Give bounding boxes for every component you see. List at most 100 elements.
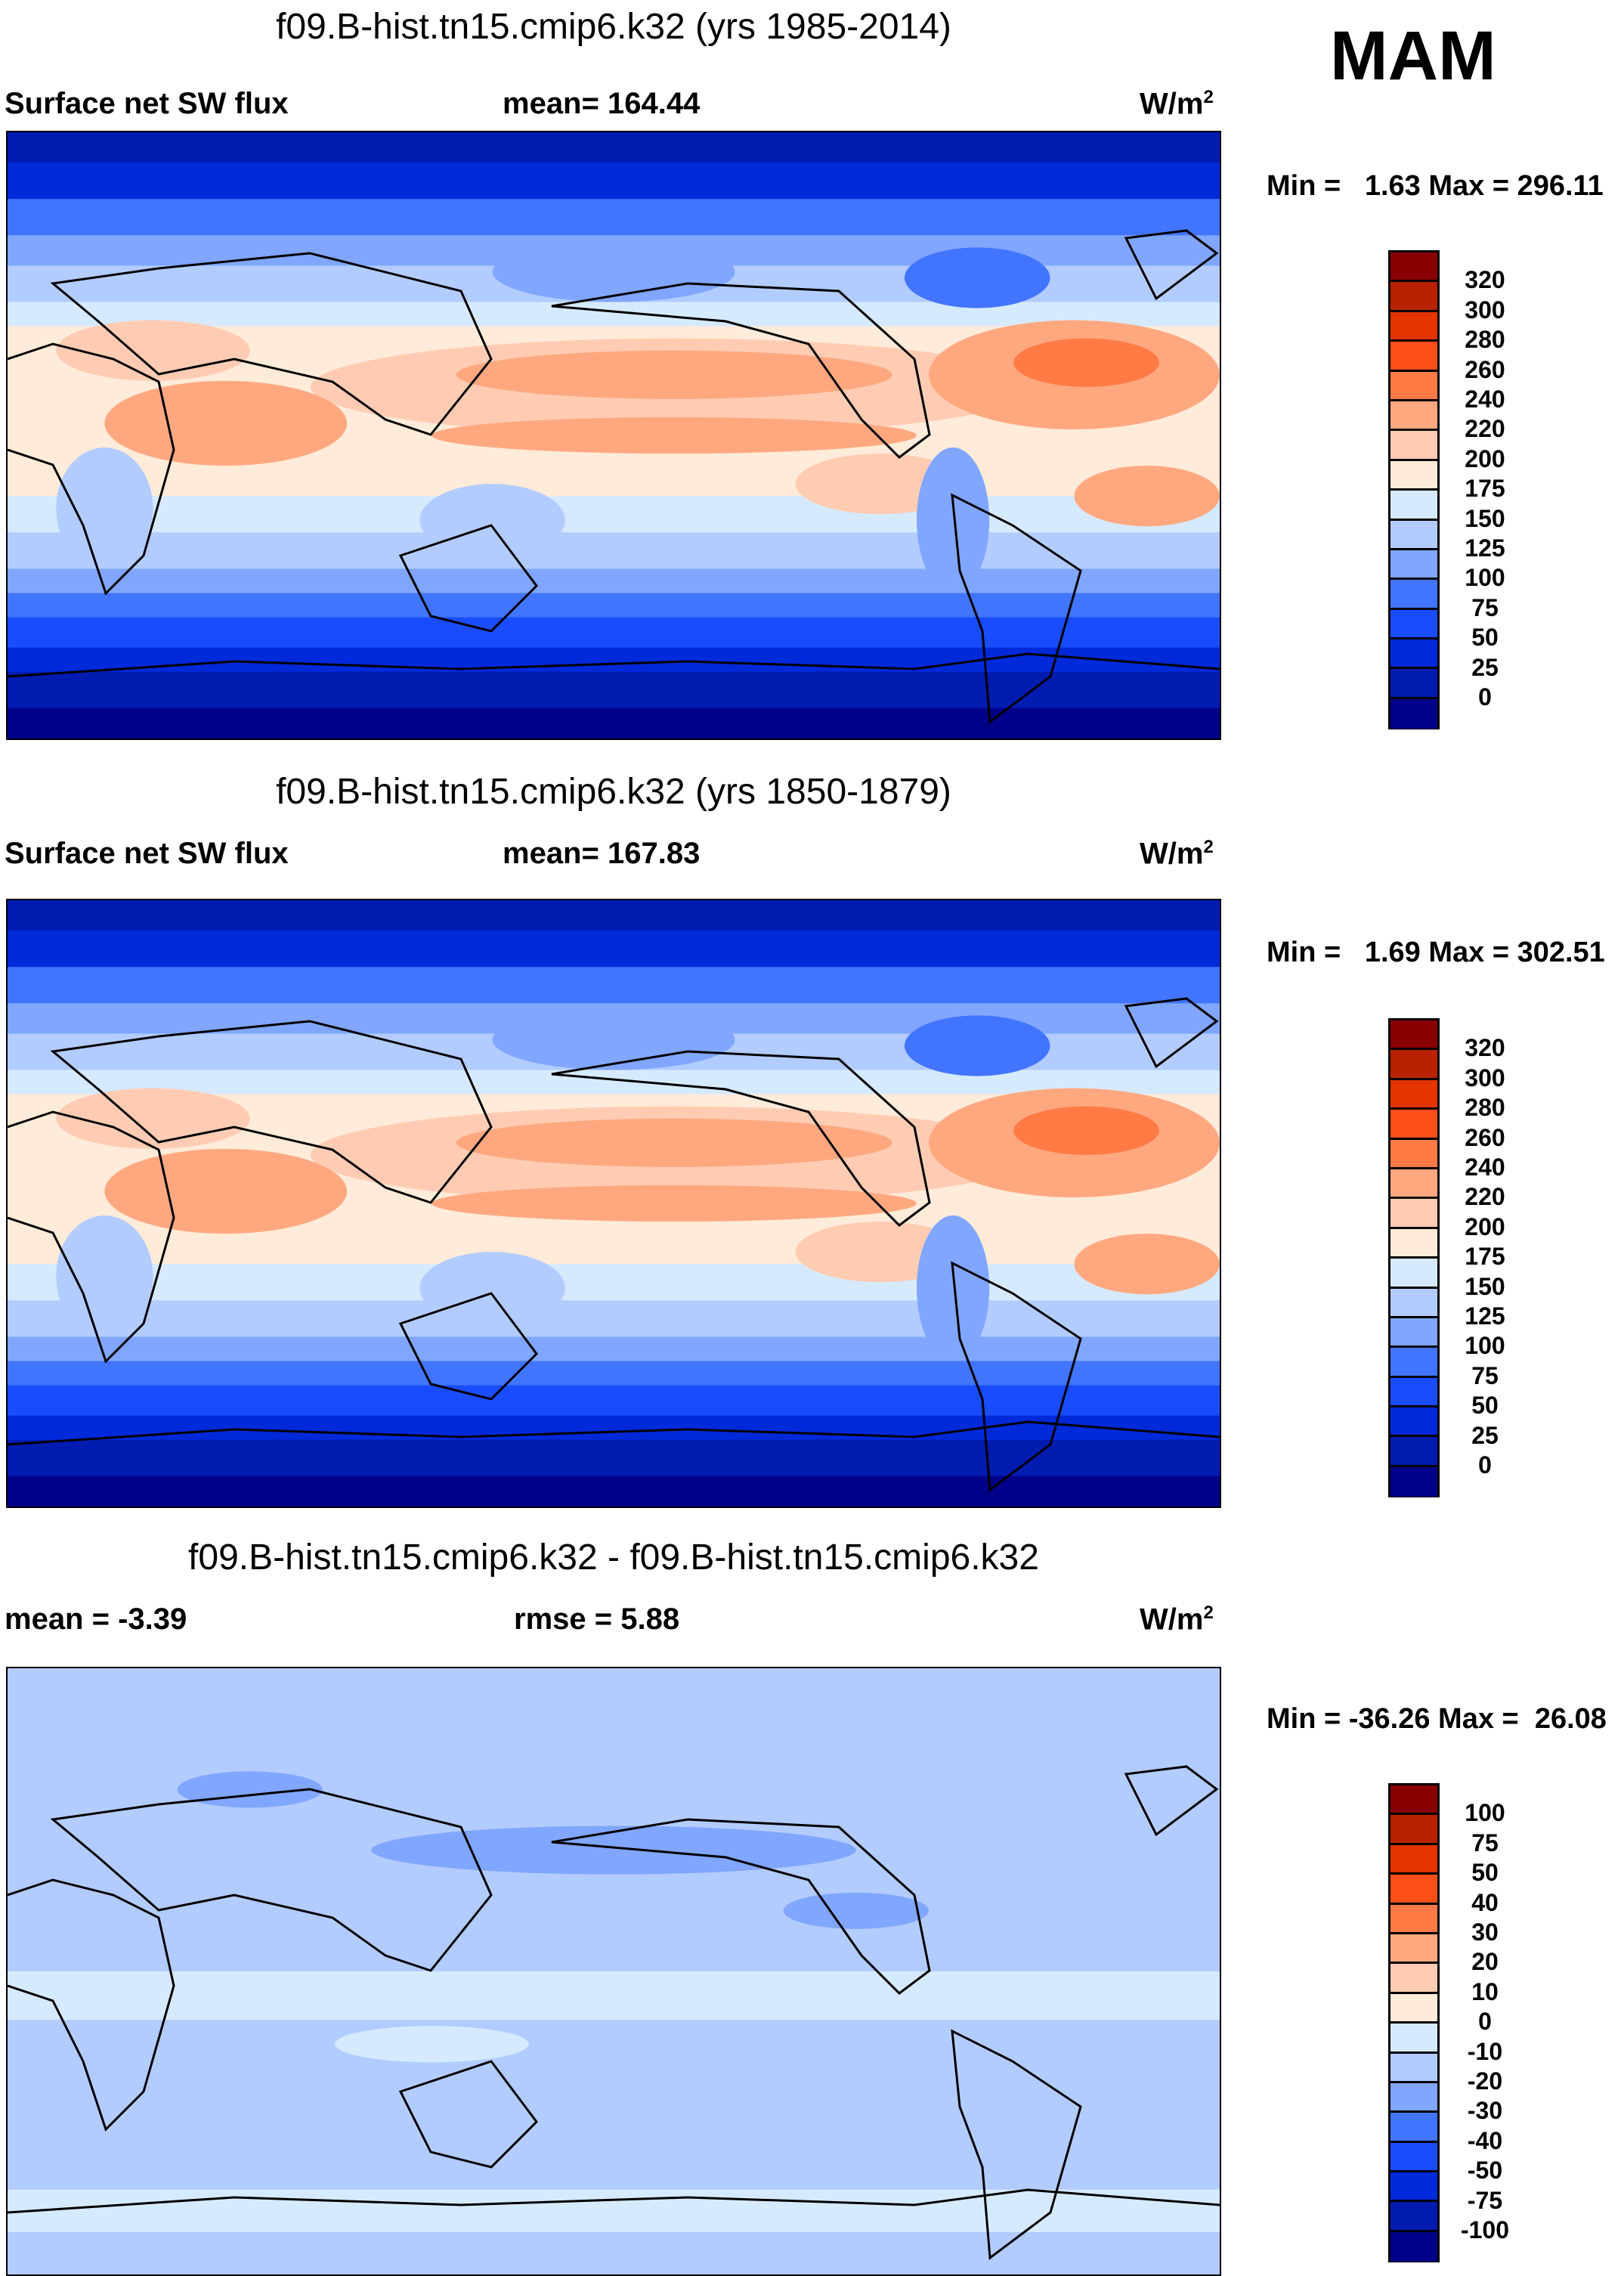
colorbar-tick-label: 50 [1471, 1859, 1499, 1887]
colorbar-tick-label: 0 [1478, 2008, 1492, 2036]
coastlines [8, 997, 1220, 1492]
colorbar-box [1390, 401, 1437, 432]
contour-band [8, 1476, 1220, 1506]
colorbar-tick-label: -20 [1467, 2067, 1503, 2095]
colorbar-box [1390, 1377, 1437, 1408]
colorbar-tick-label: 300 [1465, 296, 1505, 324]
colorbar-tick-label: 220 [1465, 1183, 1505, 1211]
contour-region [456, 1118, 892, 1167]
contour-band [8, 1336, 1220, 1362]
colorbar-tick-label: 125 [1465, 534, 1505, 562]
contour-band [8, 900, 1220, 932]
colorbar-tick-label: 200 [1465, 1212, 1505, 1240]
colorbar-tick-label: 20 [1471, 1948, 1499, 1976]
colorbar-box [1390, 371, 1437, 401]
contour-region [419, 484, 565, 557]
colorbar-tick-label: 100 [1465, 1799, 1505, 1827]
colorbar [1388, 1018, 1440, 1497]
contour-band [8, 132, 1220, 164]
contour-band [8, 199, 1220, 237]
colorbar-box [1390, 1875, 1437, 1905]
colorbar-box [1390, 491, 1437, 521]
colorbar-tick-label: 100 [1465, 1332, 1505, 1360]
colorbar-box [1390, 1348, 1437, 1378]
contour-region [456, 350, 892, 399]
colorbar-box [1390, 1844, 1437, 1875]
colorbar [1388, 1783, 1440, 2262]
panel-title: f09.B-hist.tn15.cmip6.k32 (yrs 1985-2014… [276, 7, 951, 47]
colorbar-tick-label: 150 [1465, 504, 1505, 532]
colorbar-box [1390, 1139, 1437, 1169]
colorbar-tick-label: 280 [1465, 1094, 1505, 1122]
colorbar-box [1390, 1228, 1437, 1259]
contour-band [8, 1385, 1220, 1417]
panel-stat-label: mean= 164.44 [503, 87, 701, 120]
colorbar-tick-label: -100 [1460, 2216, 1510, 2243]
contour-region [56, 1088, 250, 1149]
colorbar-tick-label: 25 [1471, 1421, 1499, 1449]
coastlines [8, 1765, 1220, 2260]
contour-band [8, 617, 1220, 649]
contour-band [8, 1264, 1220, 1302]
contour-region [1013, 338, 1159, 387]
contour-region [783, 1892, 930, 1929]
contour-band [8, 708, 1220, 739]
colorbar-box [1390, 1259, 1437, 1289]
colorbar-tick-label: 40 [1471, 1888, 1499, 1916]
contour-region [371, 1825, 856, 1875]
contour-region [56, 1215, 153, 1337]
colorbar-box [1390, 1904, 1437, 1934]
colorbar-tick-label: 240 [1465, 386, 1505, 413]
colorbar-tick-label: 200 [1465, 444, 1505, 472]
contour-region [432, 416, 917, 454]
contour-band [8, 1300, 1220, 1338]
contour-region [56, 447, 153, 569]
contour-region [335, 2026, 529, 2063]
contour-region [104, 380, 348, 466]
min-max-label: Min = -36.26 Max = 26.08 [1267, 1703, 1607, 1735]
colorbar-box [1390, 1020, 1437, 1051]
contour-band [8, 1668, 1220, 1972]
colorbar-tick-label: -10 [1467, 2037, 1503, 2065]
colorbar-box [1390, 252, 1437, 283]
contour-region [56, 320, 250, 381]
contour-region [917, 447, 990, 593]
min-max-label: Min = 1.69 Max = 302.51 [1267, 937, 1605, 968]
colorbar-box [1390, 639, 1437, 670]
colorbar-box [1390, 460, 1437, 491]
contour-band [8, 532, 1220, 570]
colorbar-tick-label: -30 [1467, 2097, 1503, 2125]
colorbar-box [1390, 1199, 1437, 1229]
season-label: MAM [1330, 17, 1496, 94]
colorbar [1388, 250, 1440, 729]
colorbar-box [1390, 669, 1437, 699]
min-max-label: Min = 1.63 Max = 296.11 [1267, 170, 1604, 202]
contour-region [1074, 466, 1220, 527]
colorbar-box [1390, 1050, 1437, 1080]
colorbar-box [1390, 2024, 1437, 2054]
contour-region [1074, 1234, 1220, 1295]
contour-region [104, 1148, 348, 1234]
colorbar-box [1390, 1169, 1437, 1200]
contour-band [8, 302, 1220, 327]
colorbar-tick-label: 280 [1465, 326, 1505, 354]
colorbar-tick-label: 30 [1471, 1918, 1499, 1946]
map-panel [6, 131, 1221, 740]
colorbar-box [1390, 431, 1437, 461]
contour-region [1013, 1106, 1159, 1155]
contour-region [492, 1009, 735, 1070]
colorbar-tick-label: 175 [1465, 1243, 1505, 1271]
contour-band [8, 593, 1220, 618]
colorbar-tick-label: 150 [1465, 1272, 1505, 1300]
contour-band [8, 2231, 1220, 2274]
map-panel [6, 1667, 1221, 2276]
colorbar-box [1390, 342, 1437, 372]
colorbar-box [1390, 1288, 1437, 1318]
colorbar-box [1390, 1993, 1437, 2024]
colorbar-box [1390, 520, 1437, 550]
colorbar-tick-label: -40 [1467, 2126, 1503, 2154]
contour-band [8, 163, 1220, 200]
colorbar-tick-label: 320 [1465, 1034, 1505, 1062]
contour-band [8, 647, 1220, 673]
colorbar-box [1390, 1785, 1437, 1816]
